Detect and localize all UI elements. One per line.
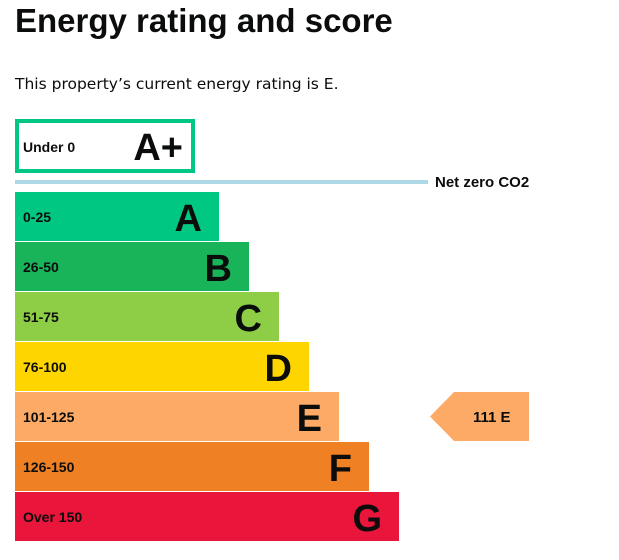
band-b-bar	[15, 242, 249, 291]
band-e-bar	[15, 392, 339, 441]
rating-summary: This property’s current energy rating is…	[15, 75, 339, 93]
net-zero-label: Net zero CO2	[435, 174, 529, 191]
band-e-range: 101-125	[23, 409, 75, 425]
page-title: Energy rating and score	[15, 2, 393, 39]
band-a-bar	[15, 192, 219, 241]
band-f-letter: F	[329, 448, 352, 490]
band-c-range: 51-75	[23, 309, 59, 325]
band-a-range: 0-25	[23, 209, 51, 225]
band-aplus-box	[15, 119, 195, 173]
band-f-range: 126-150	[23, 459, 75, 475]
current-rating-label: 111 E	[473, 409, 511, 426]
current-rating-arrow	[430, 392, 529, 441]
net-zero-line	[15, 180, 428, 184]
band-d-letter: D	[265, 348, 292, 390]
band-g-letter: G	[352, 498, 382, 540]
band-d-range: 76-100	[23, 359, 67, 375]
band-b-range: 26-50	[23, 259, 59, 275]
band-d-bar	[15, 342, 309, 391]
band-aplus-range: Under 0	[23, 139, 75, 155]
band-e-letter: E	[297, 398, 322, 440]
band-aplus-letter: A+	[133, 127, 183, 169]
band-g-bar	[15, 492, 399, 541]
band-a-letter: A	[175, 198, 202, 240]
band-f-bar	[15, 442, 369, 491]
band-c-letter: C	[235, 298, 262, 340]
band-b-letter: B	[205, 248, 232, 290]
band-c-bar	[15, 292, 279, 341]
band-g-range: Over 150	[23, 509, 82, 525]
